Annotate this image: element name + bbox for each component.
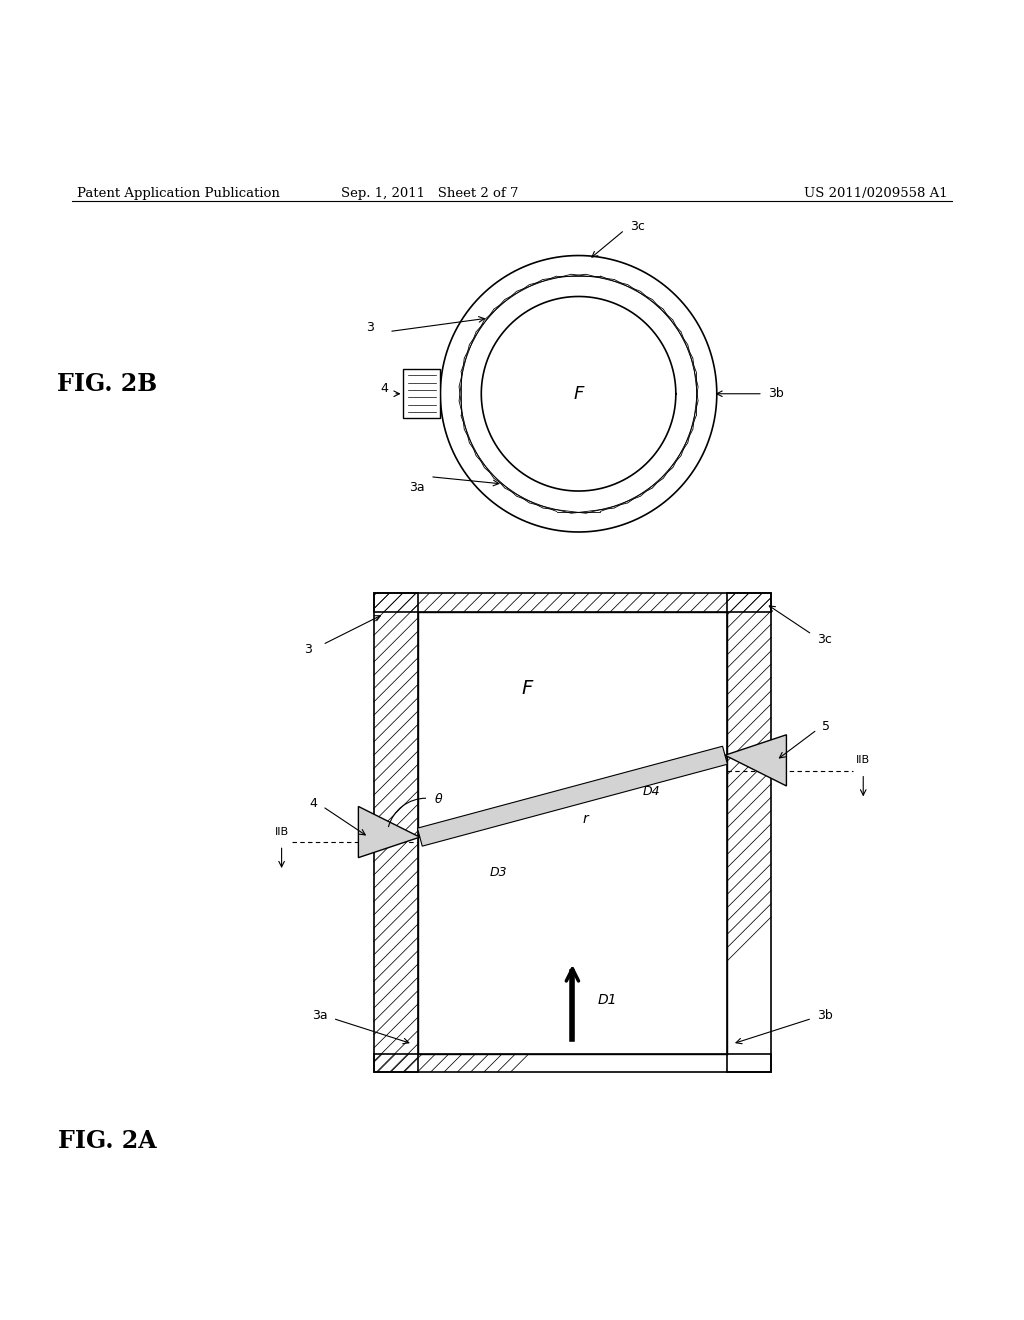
Polygon shape bbox=[418, 612, 727, 1055]
Text: F: F bbox=[521, 678, 532, 698]
Polygon shape bbox=[725, 735, 786, 785]
Polygon shape bbox=[374, 1055, 771, 1072]
Text: 5: 5 bbox=[822, 721, 830, 733]
Polygon shape bbox=[374, 594, 771, 612]
Text: 4: 4 bbox=[380, 383, 388, 395]
Text: Sep. 1, 2011   Sheet 2 of 7: Sep. 1, 2011 Sheet 2 of 7 bbox=[341, 186, 519, 199]
Text: 3: 3 bbox=[304, 643, 312, 656]
Text: D3: D3 bbox=[489, 866, 507, 879]
Polygon shape bbox=[727, 594, 771, 1072]
Text: 4: 4 bbox=[309, 797, 317, 810]
Text: IIB: IIB bbox=[274, 828, 289, 837]
Text: 3c: 3c bbox=[630, 220, 645, 234]
Text: 3c: 3c bbox=[817, 634, 833, 645]
Text: 3: 3 bbox=[366, 321, 374, 334]
Text: FIG. 2A: FIG. 2A bbox=[58, 1130, 157, 1154]
Text: $\theta$: $\theta$ bbox=[434, 792, 443, 807]
Text: F: F bbox=[573, 384, 584, 403]
Polygon shape bbox=[358, 807, 420, 858]
Text: D1: D1 bbox=[598, 994, 617, 1007]
Text: 3a: 3a bbox=[312, 1008, 328, 1022]
Text: D4: D4 bbox=[643, 784, 660, 797]
Text: 3a: 3a bbox=[410, 480, 425, 494]
Text: FIG. 2B: FIG. 2B bbox=[57, 371, 158, 396]
Text: 3b: 3b bbox=[817, 1008, 833, 1022]
Text: r: r bbox=[583, 812, 589, 825]
Text: Patent Application Publication: Patent Application Publication bbox=[77, 186, 280, 199]
Polygon shape bbox=[418, 746, 727, 846]
Circle shape bbox=[481, 297, 676, 491]
Text: 3b: 3b bbox=[768, 387, 783, 400]
Text: US 2011/0209558 A1: US 2011/0209558 A1 bbox=[804, 186, 947, 199]
Text: IIB: IIB bbox=[856, 755, 870, 766]
Polygon shape bbox=[374, 594, 418, 1072]
Polygon shape bbox=[403, 370, 440, 418]
